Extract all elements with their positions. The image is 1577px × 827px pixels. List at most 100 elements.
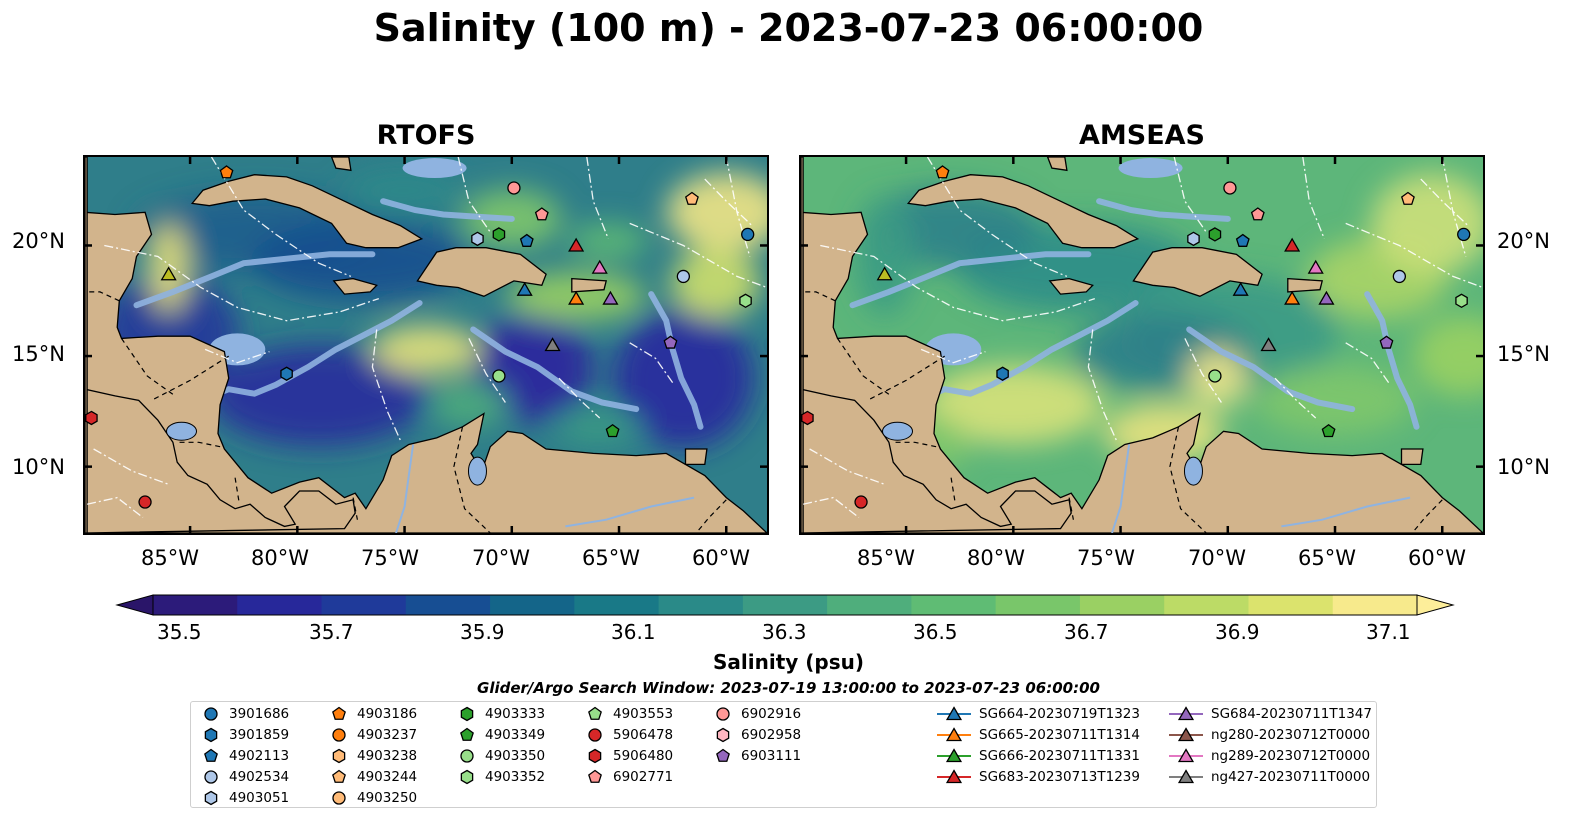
eez-boundary bbox=[820, 244, 1096, 322]
land-cuba bbox=[190, 174, 424, 249]
ridge bbox=[849, 251, 1092, 309]
land-yucatanfill bbox=[801, 157, 804, 533]
legend-marker bbox=[332, 748, 346, 764]
eez-boundary bbox=[809, 448, 885, 485]
legend-marker bbox=[204, 770, 218, 784]
legend-label: 3901859 bbox=[229, 727, 290, 743]
legend-item: ng427-20230711T0000 bbox=[1169, 767, 1370, 787]
legend-label: 5906478 bbox=[613, 727, 674, 743]
platform-4903352 bbox=[739, 293, 752, 309]
legend-marker bbox=[460, 769, 474, 785]
legend-item: SG684-20230711T1347 bbox=[1169, 704, 1372, 724]
platform-ng427-20230711T0000 bbox=[544, 337, 561, 352]
legend-item: 4902113 bbox=[201, 746, 289, 766]
colorbar-tick-label: 36.5 bbox=[913, 620, 958, 644]
legend-item: SG665-20230711T1314 bbox=[937, 725, 1140, 745]
eez-boundary bbox=[725, 157, 751, 257]
platform-3901686 bbox=[1457, 227, 1471, 242]
platform-SG684-20230711T1347 bbox=[1318, 290, 1335, 305]
legend-label: 4903238 bbox=[357, 748, 418, 764]
lon-tick-label: 60°W bbox=[692, 546, 750, 570]
legend-marker bbox=[588, 706, 602, 720]
legend-item: 4903350 bbox=[457, 746, 545, 766]
platform-4903350 bbox=[492, 369, 506, 383]
country-border bbox=[1411, 499, 1443, 533]
platform-SG683-20230713T1239 bbox=[1284, 237, 1301, 252]
eez-boundary bbox=[86, 496, 144, 519]
legend-marker bbox=[332, 728, 346, 742]
eez-boundary bbox=[210, 157, 352, 278]
country-border bbox=[695, 499, 727, 533]
legend-label: 5906480 bbox=[613, 748, 674, 764]
platform-6902771 bbox=[534, 207, 549, 221]
country-border bbox=[453, 426, 491, 533]
platform-sg624-20230712T1200 bbox=[876, 266, 893, 281]
legend-item: 4903553 bbox=[585, 704, 673, 724]
platform-4902113 bbox=[519, 233, 534, 247]
country-border bbox=[1068, 497, 1074, 520]
colorbar-label: Salinity (psu) bbox=[712, 650, 864, 674]
land-trinidad bbox=[1400, 448, 1424, 466]
land-northamerica bbox=[85, 157, 767, 533]
lon-tick-label: 70°W bbox=[472, 546, 530, 570]
search-window-text: Glider/Argo Search Window: 2023-07-19 13… bbox=[477, 679, 1100, 697]
colorbar-tick-label: 36.7 bbox=[1064, 620, 1109, 644]
ridge bbox=[648, 291, 704, 430]
legend-marker bbox=[716, 748, 730, 762]
lat-tick-label: 15°N bbox=[1497, 342, 1550, 366]
legend-marker bbox=[588, 769, 602, 783]
colorbar-segment bbox=[742, 595, 828, 615]
colorbar-segment bbox=[658, 595, 744, 615]
ridge bbox=[1364, 291, 1420, 430]
platform-ng427-20230711T0000 bbox=[1260, 337, 1277, 352]
platform-SG664-20230719T1323 bbox=[516, 281, 533, 296]
legend-marker bbox=[716, 727, 730, 743]
platform-4903350 bbox=[1208, 369, 1222, 383]
legend-marker bbox=[204, 707, 218, 721]
legend-marker bbox=[588, 748, 602, 764]
legend-marker bbox=[460, 727, 474, 741]
eez-boundary bbox=[1274, 377, 1317, 419]
lon-tick-label: 75°W bbox=[361, 546, 419, 570]
platform-SG683-20230713T1239 bbox=[568, 237, 585, 252]
map-amseas bbox=[799, 155, 1485, 535]
eez-boundary bbox=[1441, 157, 1467, 257]
lon-tick-label: 65°W bbox=[1298, 546, 1356, 570]
map-rtofs bbox=[83, 155, 769, 535]
eez-boundary bbox=[1184, 338, 1222, 403]
country-border bbox=[867, 355, 946, 401]
river bbox=[565, 496, 695, 528]
colorbar-segment bbox=[574, 595, 660, 615]
legend-label: ng427-20230711T0000 bbox=[1211, 769, 1371, 785]
legend-item: 6902771 bbox=[585, 767, 673, 787]
shelf bbox=[402, 158, 467, 179]
eez-boundary bbox=[104, 244, 380, 322]
land-northamerica bbox=[801, 157, 1483, 533]
colorbar bbox=[115, 594, 1455, 616]
eez-boundary bbox=[93, 448, 169, 485]
eez-boundary bbox=[1420, 178, 1469, 227]
colorbar-segment bbox=[827, 595, 912, 615]
legend-marker bbox=[332, 706, 346, 720]
colorbar-segment bbox=[995, 595, 1081, 615]
platform-3901859 bbox=[280, 366, 293, 382]
legend-label: 4903244 bbox=[357, 769, 418, 785]
ridge bbox=[380, 198, 515, 222]
legend-label: 4903051 bbox=[229, 790, 290, 806]
colorbar-tick-label: 35.7 bbox=[309, 620, 354, 644]
land-jamaica bbox=[1048, 277, 1094, 295]
colorbar-segment bbox=[911, 595, 997, 615]
platform-4902534 bbox=[676, 269, 691, 284]
legend-item: 4903186 bbox=[329, 704, 417, 724]
legend-label: 6902771 bbox=[613, 769, 674, 785]
country-border bbox=[893, 441, 937, 448]
lake-nicaragua bbox=[882, 421, 914, 441]
lake-maracaibo bbox=[1183, 456, 1203, 486]
colorbar-segment bbox=[237, 595, 323, 615]
lon-tick-label: 80°W bbox=[251, 546, 309, 570]
legend-marker bbox=[1177, 706, 1195, 721]
colorbar-segment bbox=[1332, 595, 1418, 615]
land-jamaica bbox=[332, 277, 378, 295]
platform-SG665-20230711T1314 bbox=[1284, 290, 1301, 305]
legend-label: 6903111 bbox=[741, 748, 802, 764]
